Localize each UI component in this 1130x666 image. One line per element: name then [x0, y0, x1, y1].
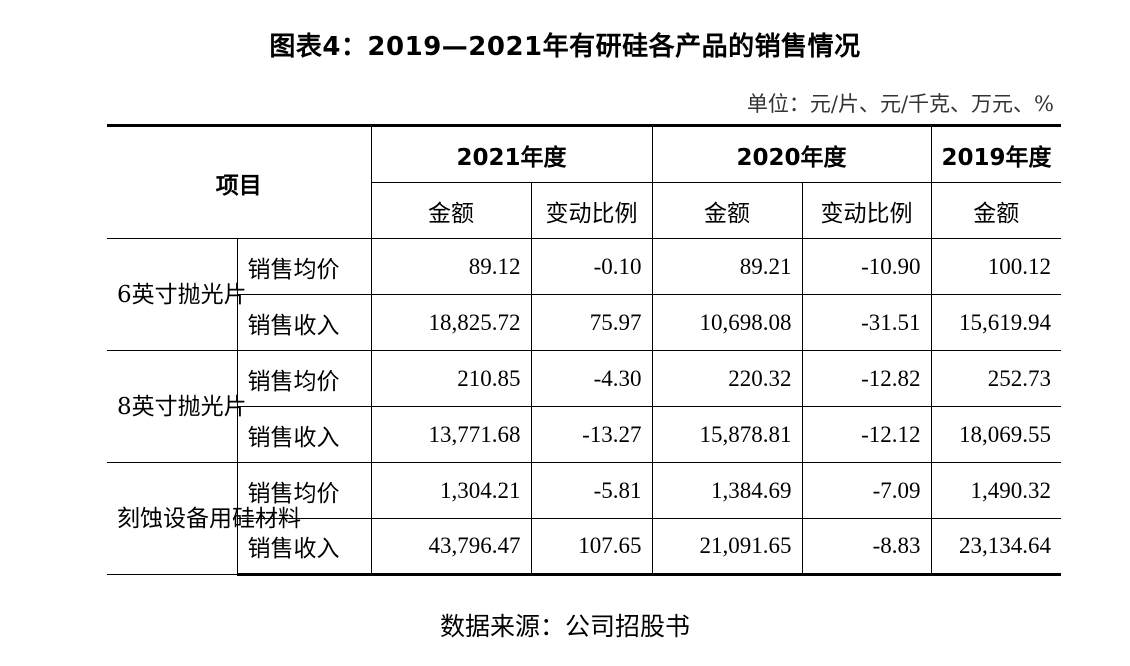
product-cell: 刻蚀设备用硅材料 [107, 462, 301, 575]
metric-cell: 销售均价 [236, 238, 372, 295]
product-cell: 6英寸抛光片 [107, 238, 247, 351]
value-cell: 23,134.64 [930, 518, 1062, 576]
header-2019: 2019年度 [930, 124, 1062, 183]
value-cell: 21,091.65 [651, 518, 803, 576]
value-cell: -4.30 [530, 350, 653, 407]
value-cell: 252.73 [930, 350, 1062, 407]
value-cell: -5.81 [530, 462, 653, 519]
value-cell: 1,384.69 [651, 462, 803, 519]
value-cell: -10.90 [801, 238, 932, 295]
header-2021: 2021年度 [370, 124, 653, 183]
header-2020-change: 变动比例 [801, 182, 932, 239]
value-cell: 13,771.68 [370, 406, 532, 463]
header-2020-amount: 金额 [651, 182, 803, 239]
unit-note: 单位：元/片、元/千克、万元、% [746, 92, 1054, 116]
value-cell: 15,878.81 [651, 406, 803, 463]
value-cell: -8.83 [801, 518, 932, 576]
figure-title: 图表4：2019—2021年有研硅各产品的销售情况 [269, 32, 861, 62]
value-cell: 100.12 [930, 238, 1062, 295]
table-row: 6英寸抛光片 销售均价 89.12 -0.10 89.21 -10.90 100… [107, 238, 1062, 351]
table-row: 销售收入 18,825.72 75.97 10,698.08 -31.51 15… [107, 294, 1062, 351]
table-row: 8英寸抛光片 销售均价 210.85 -4.30 220.32 -12.82 2… [107, 350, 1062, 463]
value-cell: 107.65 [530, 518, 653, 576]
value-cell: 1,490.32 [930, 462, 1062, 519]
value-cell: -31.51 [801, 294, 932, 351]
value-cell: -13.27 [530, 406, 653, 463]
value-cell: -12.82 [801, 350, 932, 407]
table-row: 销售收入 43,796.47 107.65 21,091.65 -8.83 23… [107, 518, 1062, 576]
value-cell: 75.97 [530, 294, 653, 351]
value-cell: 15,619.94 [930, 294, 1062, 351]
value-cell: 210.85 [370, 350, 532, 407]
metric-cell: 销售收入 [236, 518, 372, 576]
metric-cell: 销售收入 [236, 406, 372, 463]
table-row: 刻蚀设备用硅材料 销售均价 1,304.21 -5.81 1,384.69 -7… [107, 462, 1062, 575]
sales-table: 项目 2021年度 2020年度 2019年度 金额 变动比例 金额 变动比例 … [107, 124, 1062, 576]
product-cell: 8英寸抛光片 [107, 350, 247, 463]
value-cell: 89.21 [651, 238, 803, 295]
header-item: 项目 [107, 124, 372, 239]
metric-cell: 销售均价 [236, 350, 372, 407]
value-cell: -12.12 [801, 406, 932, 463]
value-cell: 43,796.47 [370, 518, 532, 576]
metric-cell: 销售均价 [236, 462, 372, 519]
header-2020: 2020年度 [651, 124, 932, 183]
value-cell: 89.12 [370, 238, 532, 295]
header-row-years: 项目 2021年度 2020年度 2019年度 [107, 124, 1062, 239]
table-row: 销售收入 13,771.68 -13.27 15,878.81 -12.12 1… [107, 406, 1062, 463]
value-cell: 220.32 [651, 350, 803, 407]
value-cell: 10,698.08 [651, 294, 803, 351]
data-source-note: 数据来源：公司招股书 [439, 612, 690, 641]
metric-cell: 销售收入 [236, 294, 372, 351]
value-cell: 18,825.72 [370, 294, 532, 351]
value-cell: 1,304.21 [370, 462, 532, 519]
value-cell: -0.10 [530, 238, 653, 295]
header-2021-amount: 金额 [370, 182, 532, 239]
header-2021-change: 变动比例 [530, 182, 653, 239]
value-cell: 18,069.55 [930, 406, 1062, 463]
value-cell: -7.09 [801, 462, 932, 519]
header-2019-amount: 金额 [930, 182, 1062, 239]
